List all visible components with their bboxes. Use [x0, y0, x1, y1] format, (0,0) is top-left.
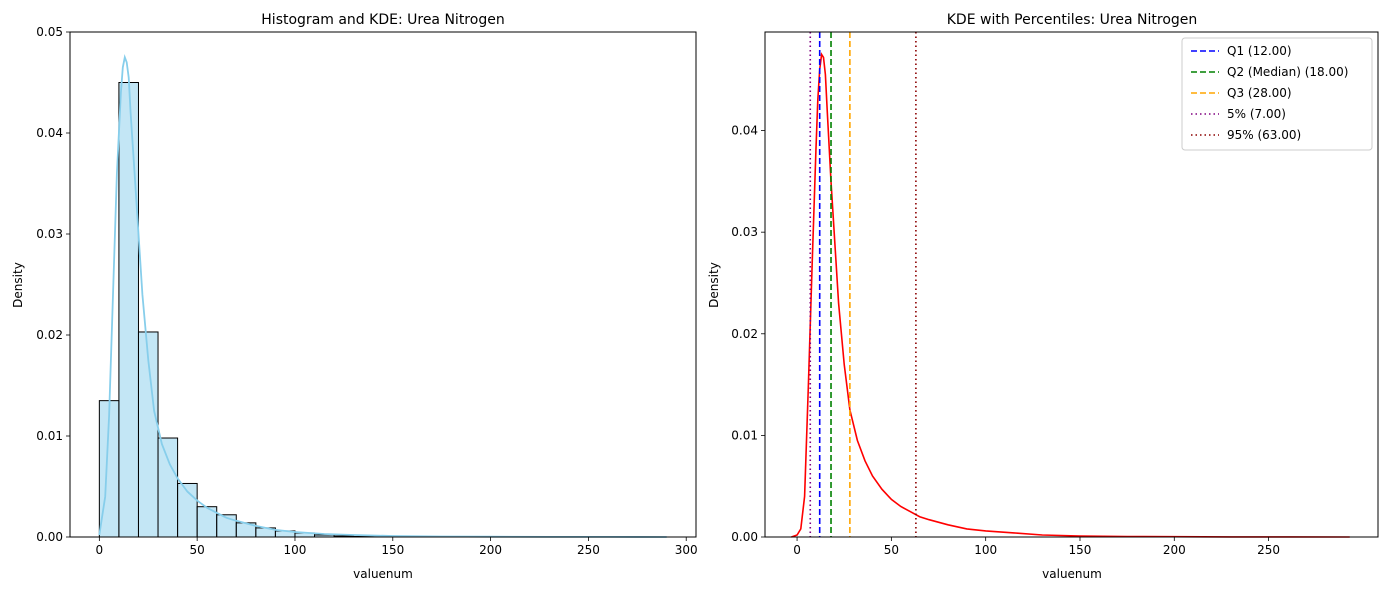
x-tick-label: 0 — [96, 543, 104, 557]
axes-frame — [69, 31, 697, 538]
y-tick-label: 0.03 — [36, 227, 63, 241]
y-tick-label: 0.04 — [731, 124, 758, 138]
x-tick-label: 150 — [1069, 543, 1092, 557]
y-tick-label: 0.05 — [36, 25, 63, 39]
y-axis-label: Density — [11, 262, 25, 308]
legend: Q1 (12.00) Q2 (Median) (18.00) Q3 (28.00) 5… — [1181, 37, 1373, 151]
y-tick-label: 0.02 — [36, 328, 63, 342]
x-tick-label: 300 — [675, 543, 698, 557]
histogram-bar — [118, 82, 139, 538]
y-tick-label: 0.01 — [731, 428, 758, 442]
x-tick-label: 100 — [974, 543, 997, 557]
legend-label: 5% (7.00) — [1227, 107, 1286, 121]
y-tick-label: 0.00 — [731, 530, 758, 544]
legend-box — [1181, 37, 1373, 151]
plot-area: 0 50 100 150 200 250 0.00 0.01 0.02 0.03 0.04 — [731, 31, 1379, 557]
x-tick-label: 200 — [479, 543, 502, 557]
y-tick-label: 0.02 — [731, 327, 758, 341]
x-tick-label: 50 — [884, 543, 899, 557]
x-tick-label: 200 — [1163, 543, 1186, 557]
legend-label: Q1 (12.00) — [1227, 44, 1292, 58]
y-axis-label: Density — [707, 262, 721, 308]
x-tick-label: 100 — [284, 543, 307, 557]
axes-frame — [764, 31, 1379, 538]
x-tick-label: 150 — [381, 543, 404, 557]
x-tick-label: 250 — [577, 543, 600, 557]
legend-label: 95% (63.00) — [1227, 128, 1301, 142]
y-tick-label: 0.04 — [36, 126, 63, 140]
chart-title: Histogram and KDE: Urea Nitrogen — [261, 12, 504, 28]
histogram-bar — [157, 437, 179, 538]
histogram-kde-panel: Histogram and KDE: Urea Nitrogen 0 50 100 1… — [11, 12, 698, 581]
kde-line — [98, 54, 667, 538]
kde-line — [791, 52, 1350, 538]
x-tick-label: 250 — [1257, 543, 1280, 557]
y-tick-label: 0.00 — [36, 530, 63, 544]
y-tick-label: 0.01 — [36, 429, 63, 443]
y-tick-label: 0.03 — [731, 225, 758, 239]
kde-percentiles-panel: KDE with Percentiles: Urea Nitrogen 0 50 1… — [707, 12, 1379, 581]
x-axis-label: valuenum — [1042, 567, 1102, 581]
x-axis-label: valuenum — [353, 567, 413, 581]
x-tick-label: 50 — [190, 543, 205, 557]
legend-label: Q2 (Median) (18.00) — [1227, 65, 1348, 79]
plot-area: 0 50 100 150 200 250 300 0.00 0.01 0.02 0.03 0.04 0.… — [36, 25, 697, 557]
chart-title: KDE with Percentiles: Urea Nitrogen — [947, 12, 1198, 28]
legend-label: Q3 (28.00) — [1227, 86, 1292, 100]
x-tick-label: 0 — [793, 543, 801, 557]
